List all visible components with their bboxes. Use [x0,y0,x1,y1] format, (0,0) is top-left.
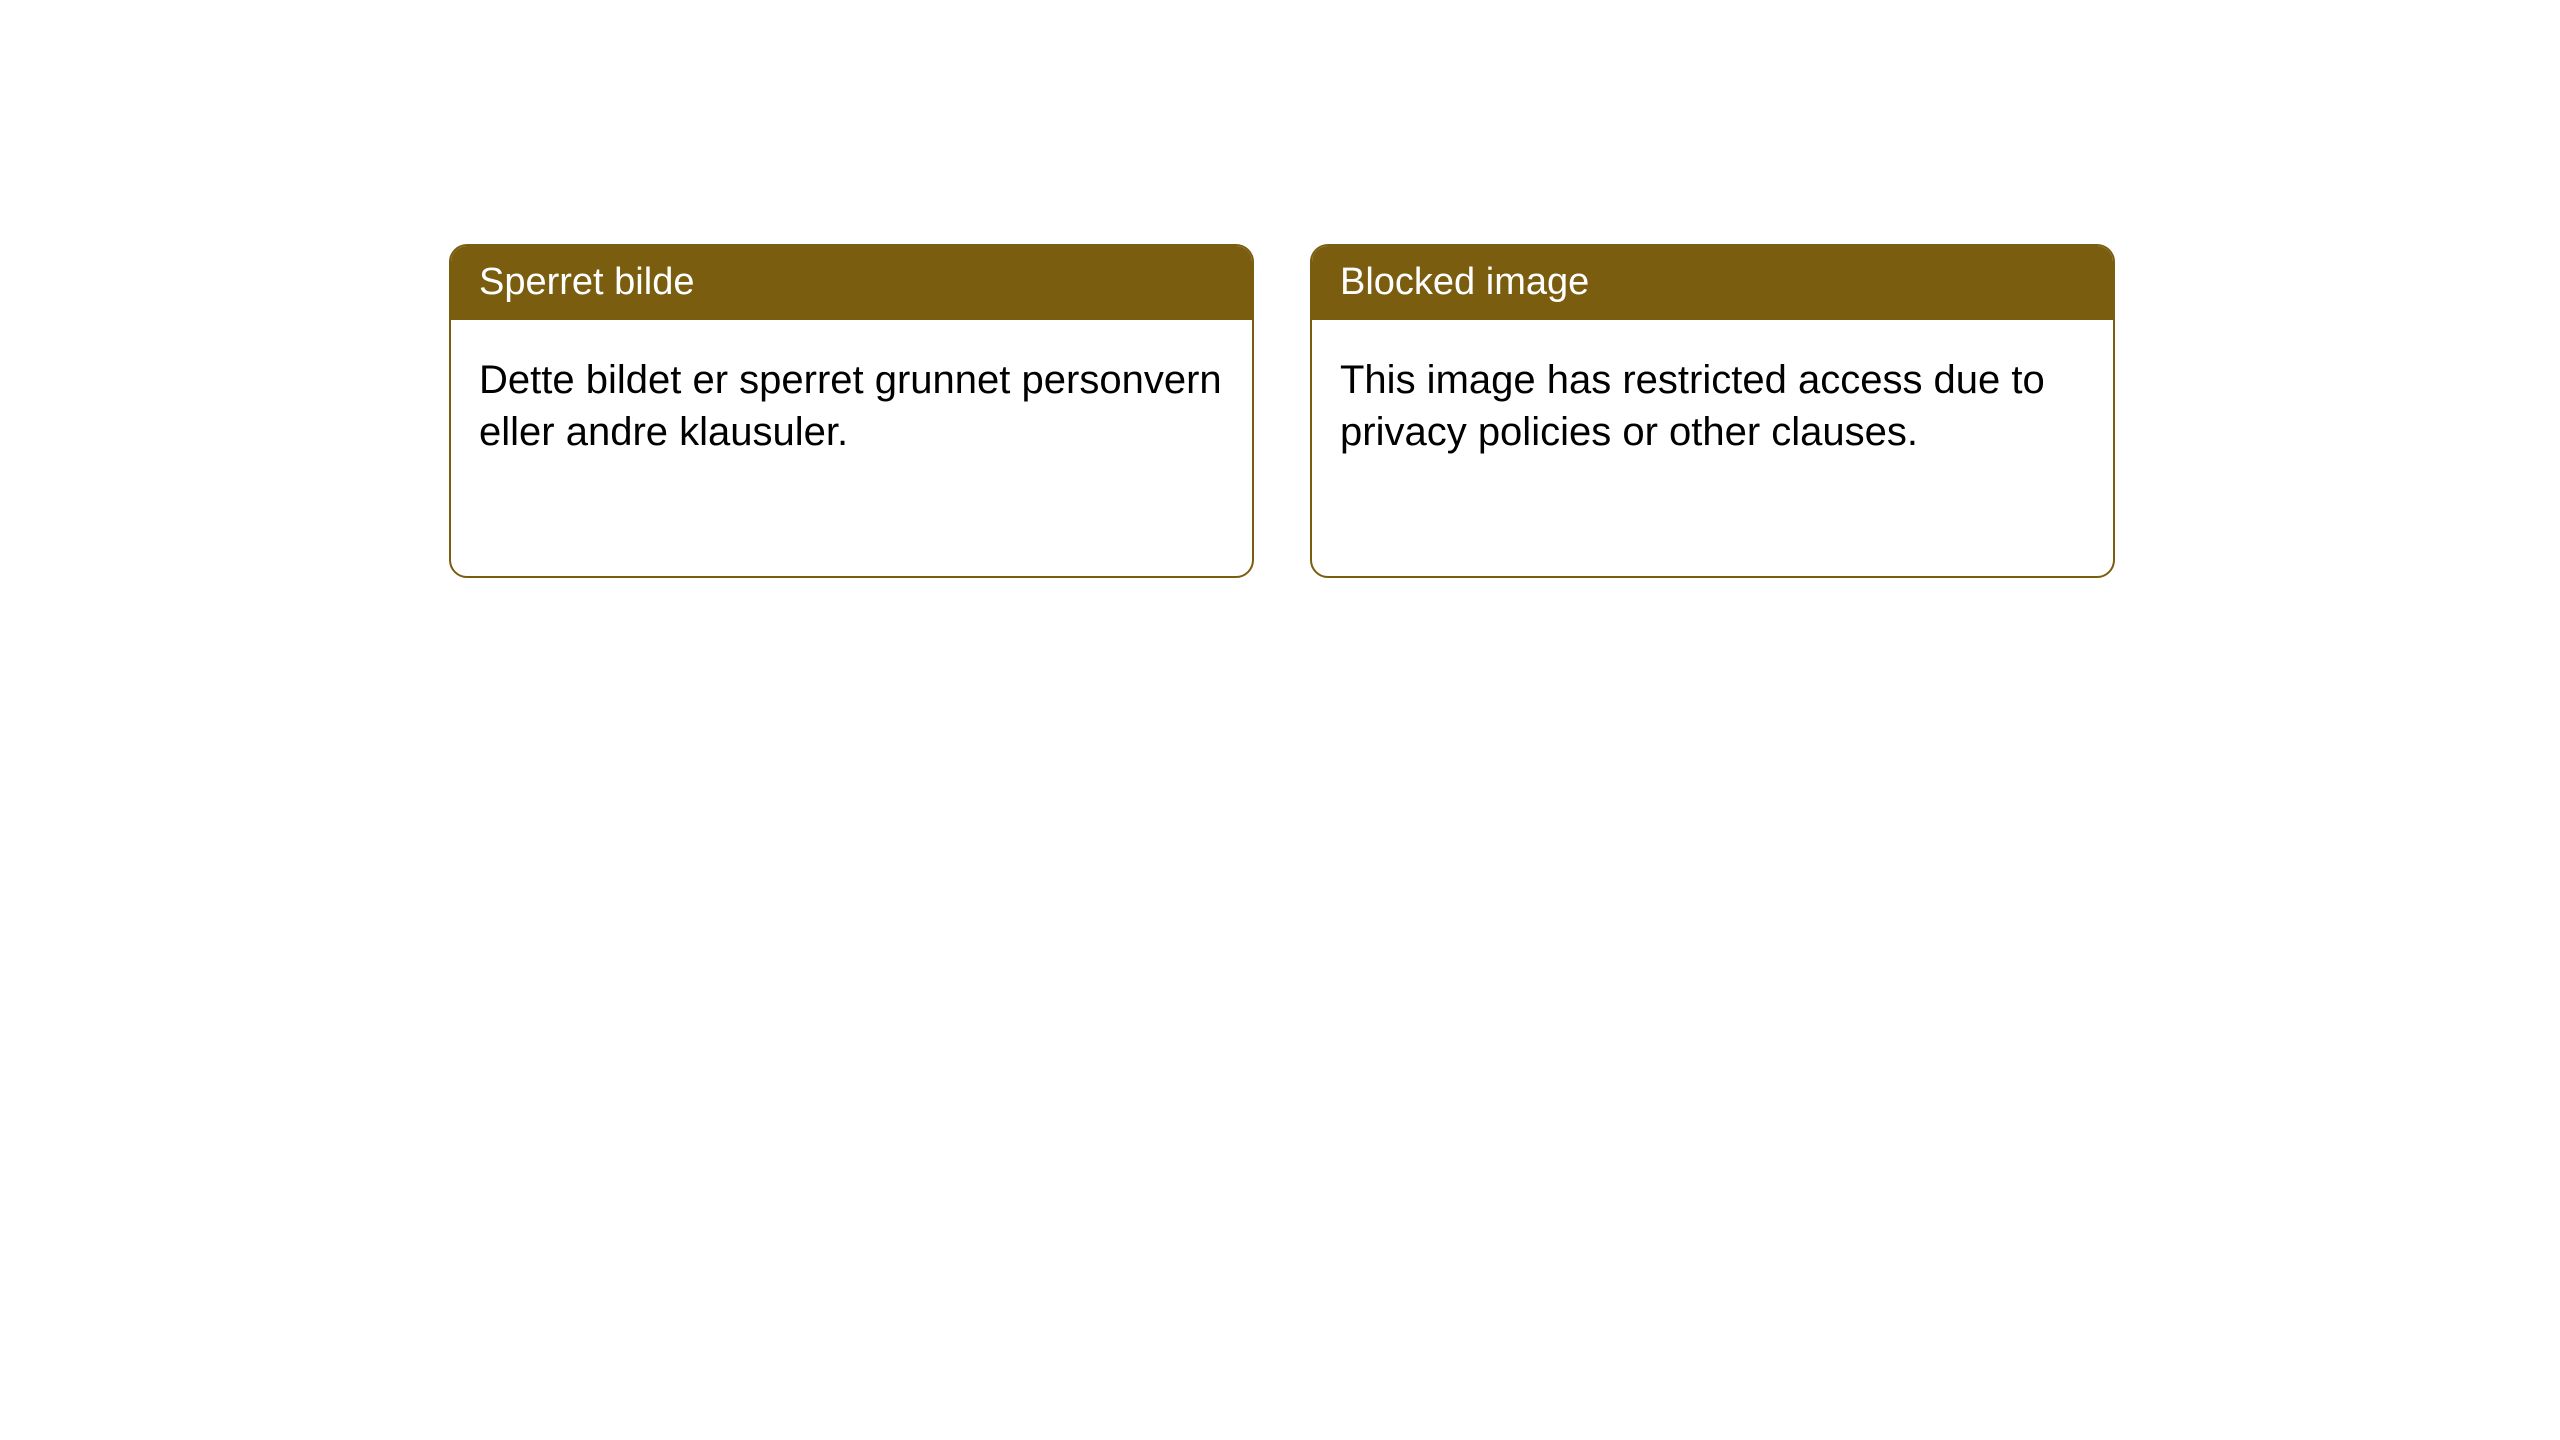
notice-body-text: This image has restricted access due to … [1340,358,2045,454]
notice-header: Sperret bilde [451,246,1252,320]
notice-header: Blocked image [1312,246,2113,320]
notice-container: Sperret bilde Dette bildet er sperret gr… [449,244,2115,578]
notice-body-text: Dette bildet er sperret grunnet personve… [479,358,1222,454]
notice-title: Blocked image [1340,261,1589,303]
notice-card-english: Blocked image This image has restricted … [1310,244,2115,578]
notice-body: Dette bildet er sperret grunnet personve… [451,320,1252,576]
notice-card-norwegian: Sperret bilde Dette bildet er sperret gr… [449,244,1254,578]
notice-title: Sperret bilde [479,261,694,303]
notice-body: This image has restricted access due to … [1312,320,2113,576]
